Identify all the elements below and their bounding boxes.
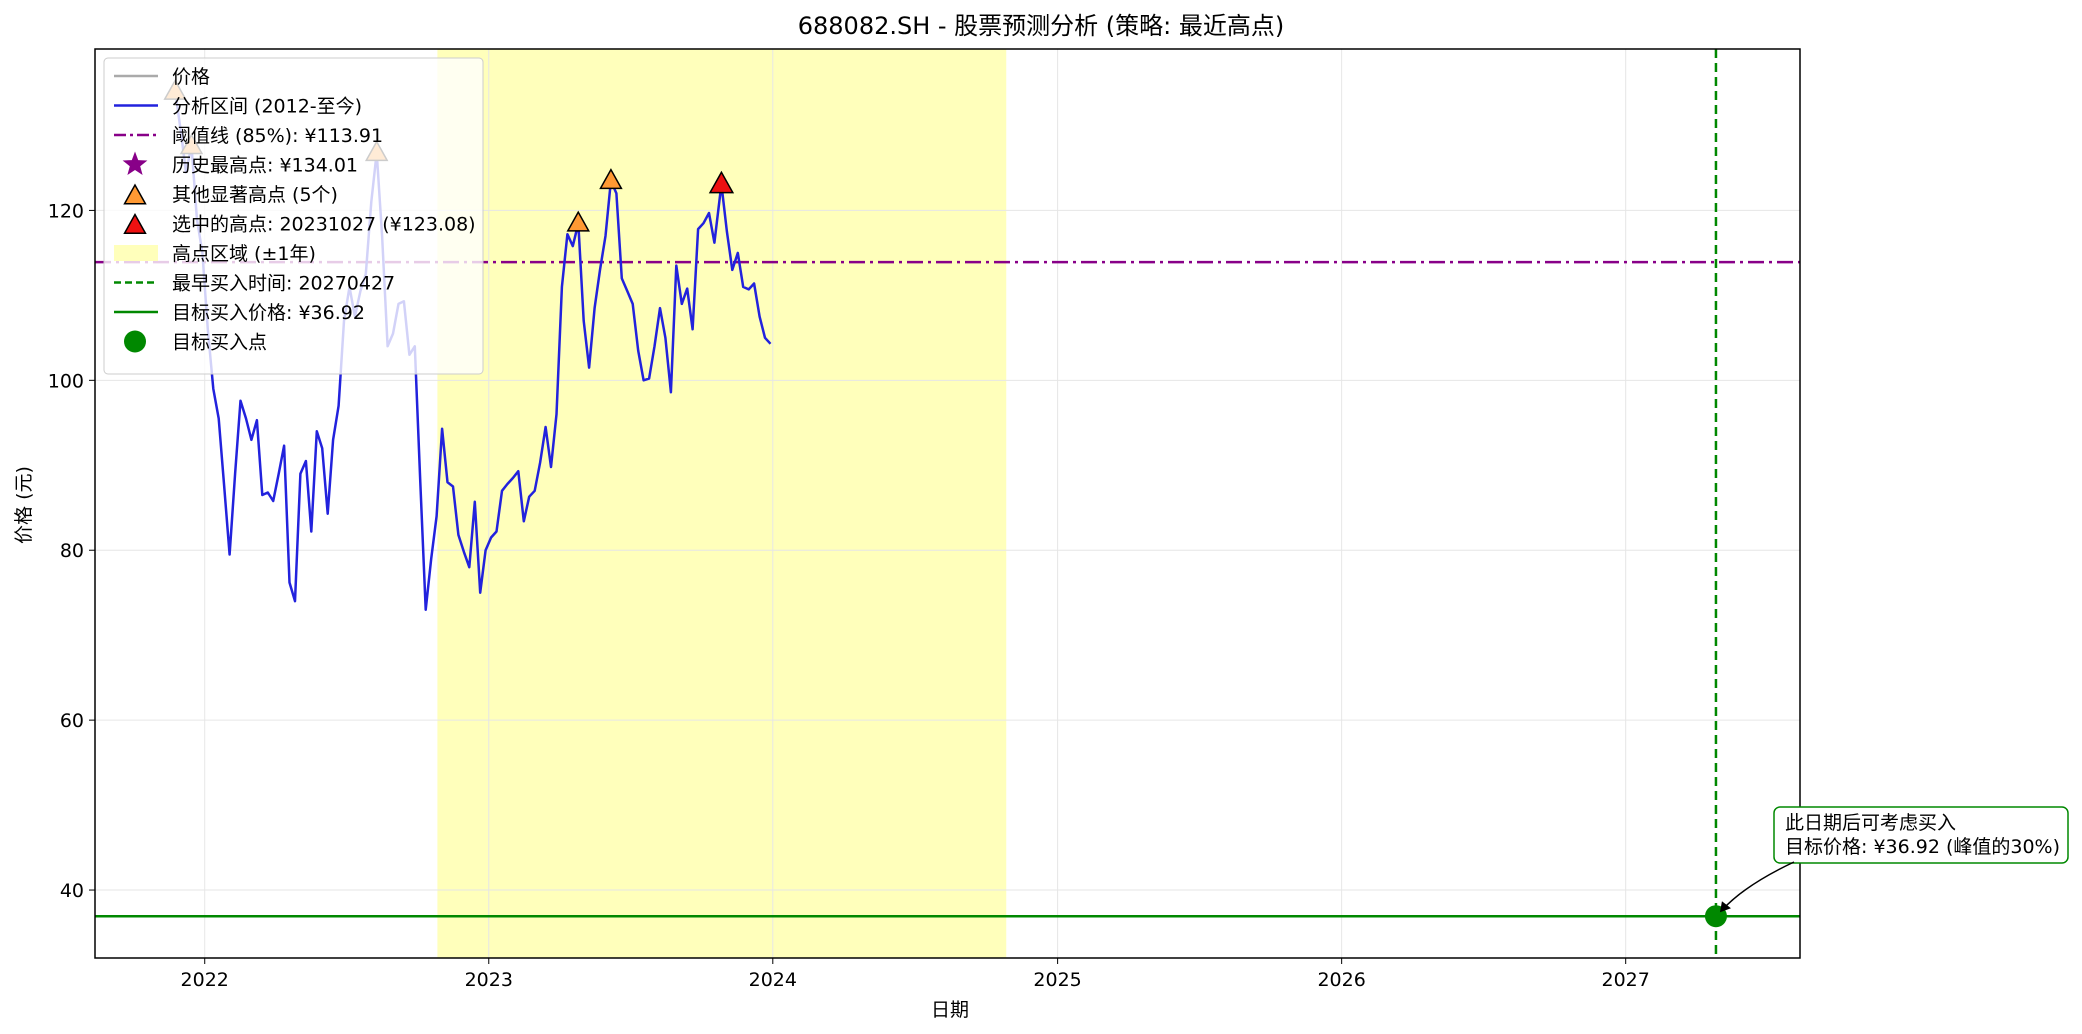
peak-region-layer bbox=[437, 49, 1007, 958]
legend-box bbox=[103, 57, 484, 375]
legend-label-threshold: 阈值线 (85%): ¥113.91 bbox=[172, 125, 383, 147]
x-tick-label: 2024 bbox=[749, 969, 797, 991]
analysis-series-line bbox=[173, 91, 772, 611]
legend-handle-selected-peak bbox=[123, 212, 147, 234]
legend-label-peak-region: 高点区域 (±1年) bbox=[172, 243, 316, 265]
x-tick-label: 2027 bbox=[1602, 969, 1650, 991]
annotation-arrowhead bbox=[1719, 901, 1731, 913]
ticks-layer: 2022 2023 2024 2025 2026 2027 40 60 80 100 120 bbox=[48, 200, 1650, 991]
y-tick-label: 120 bbox=[48, 200, 84, 222]
legend-label-buy-point: 目标买入点 bbox=[172, 332, 267, 354]
legend-handle-other-peaks bbox=[123, 183, 147, 205]
annotation-line-1: 此日期后可考虑买入 bbox=[1785, 812, 1956, 834]
other-peak-marker bbox=[566, 210, 590, 232]
y-tick-label: 80 bbox=[60, 540, 84, 562]
y-axis-label: 价格 (元) bbox=[13, 466, 35, 544]
axes-frame bbox=[94, 48, 1801, 959]
other-peak-marker bbox=[599, 168, 623, 190]
grid-layer bbox=[95, 49, 1800, 958]
legend-label-other-peaks: 其他显著高点 (5个) bbox=[172, 184, 338, 206]
chart-title: 688082.SH - 股票预测分析 (策略: 最近高点) bbox=[798, 12, 1285, 40]
legend-label-target-price: 目标买入价格: ¥36.92 bbox=[172, 302, 365, 324]
x-axis-label: 日期 bbox=[931, 999, 969, 1021]
y-tick-label: 100 bbox=[48, 370, 84, 392]
x-tick-label: 2025 bbox=[1033, 969, 1081, 991]
axes-frame-layer bbox=[94, 48, 1801, 959]
selected-peak-marker bbox=[708, 170, 735, 194]
x-tick-label: 2026 bbox=[1317, 969, 1365, 991]
x-tick-label: 2023 bbox=[465, 969, 513, 991]
legend-label-price: 价格 bbox=[172, 66, 210, 88]
y-tick-label: 60 bbox=[60, 710, 84, 732]
annotation-line-2: 目标价格: ¥36.92 (峰值的30%) bbox=[1785, 836, 2060, 858]
peak-region-band bbox=[437, 49, 1007, 958]
legend-label-analysis: 分析区间 (2012-至今) bbox=[172, 96, 362, 118]
y-tick-label: 40 bbox=[60, 880, 84, 902]
x-tick-label: 2022 bbox=[181, 969, 229, 991]
annotation-arrow bbox=[1721, 861, 1795, 911]
legend-handle-historical-high bbox=[122, 151, 148, 175]
legend-label-historical-high: 历史最高点: ¥134.01 bbox=[172, 155, 358, 177]
legend-handle-peak-region bbox=[114, 245, 158, 261]
annotation-box bbox=[1773, 806, 2069, 864]
legend-label-earliest-buy: 最早买入时间: 20270427 bbox=[172, 273, 395, 295]
series-layer bbox=[173, 91, 772, 611]
legend-handle-buy-point bbox=[124, 330, 146, 353]
legend-label-selected-peak: 选中的高点: 20231027 (¥123.08) bbox=[172, 214, 476, 236]
